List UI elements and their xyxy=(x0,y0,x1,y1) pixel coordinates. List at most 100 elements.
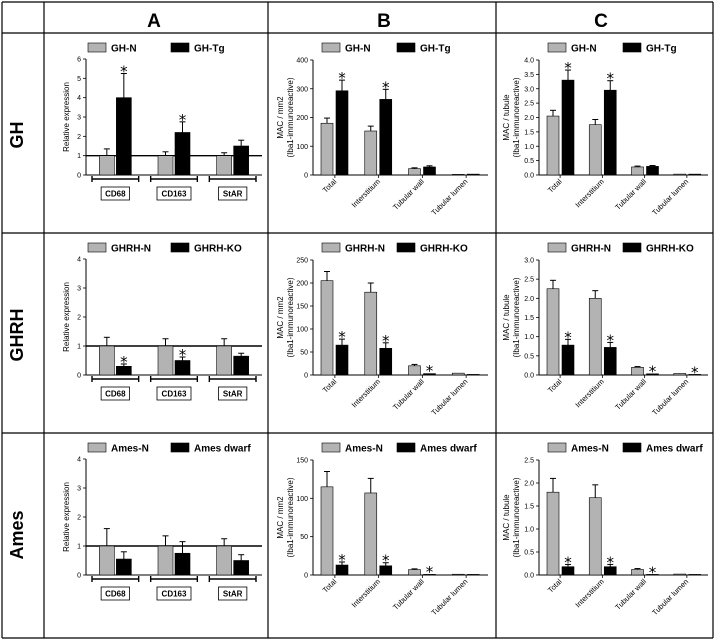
y-tick-label: 0 xyxy=(77,573,81,580)
bar xyxy=(157,545,174,576)
legend-label-control: GH-N xyxy=(345,44,371,55)
y-tick-label: 2.0 xyxy=(524,481,534,488)
y-tick-label: 0 xyxy=(304,573,308,580)
category-label-box xyxy=(218,586,248,601)
chart-legend: Ames-N Ames dwarf xyxy=(321,442,477,455)
legend-swatch-treated xyxy=(396,42,416,53)
bar xyxy=(451,372,465,376)
legend-swatch-treated xyxy=(396,242,416,253)
y-tick-label: 200 xyxy=(296,115,308,122)
y-axis-label-secondary: (Iba1-immunoreactive) xyxy=(286,77,295,157)
significance-marker: * xyxy=(382,78,390,96)
bar xyxy=(603,89,617,176)
bar xyxy=(216,155,232,176)
y-axis-label: Relative expression xyxy=(62,82,71,152)
legend-swatch-treated xyxy=(396,442,416,453)
category-label: Interstitium xyxy=(350,577,382,609)
category-label: Tubular wall xyxy=(613,177,648,212)
bar xyxy=(546,491,560,576)
bar xyxy=(631,166,644,176)
bar xyxy=(408,365,421,376)
bar xyxy=(688,374,702,376)
bar xyxy=(233,560,249,576)
y-tick-label: 3 xyxy=(77,486,81,493)
bar xyxy=(588,124,602,176)
significance-marker: * xyxy=(338,551,346,569)
y-tick-label: 2.0 xyxy=(524,296,534,303)
y-axis-label: Relative expression xyxy=(62,482,71,552)
category-label-box xyxy=(100,186,130,201)
significance-marker: * xyxy=(691,363,699,381)
category-label: Tubular wall xyxy=(613,377,648,412)
legend-label-control: GH-N xyxy=(111,44,137,55)
category-label: Tubular lumen xyxy=(429,177,469,217)
y-tick-label: 150 xyxy=(296,304,308,311)
significance-marker: * xyxy=(426,563,434,581)
y-tick-label: 4 xyxy=(77,95,81,102)
y-tick-label: 50 xyxy=(300,534,308,541)
significance-marker: * xyxy=(607,331,615,349)
category-label: StAR xyxy=(223,590,243,599)
y-tick-label: 4 xyxy=(77,457,81,464)
bar xyxy=(451,174,465,176)
y-tick-label: 0.0 xyxy=(524,573,534,580)
category-label-box xyxy=(100,386,130,401)
legend-label-control: Ames-N xyxy=(571,444,609,455)
legend-swatch-treated xyxy=(170,42,190,53)
bar xyxy=(379,348,393,376)
category-label: Tubular lumen xyxy=(650,177,690,217)
legend-label-treated: Ames dwarf xyxy=(420,444,477,455)
category-label: Interstitium xyxy=(573,377,605,409)
chart-panel: Ames-N Ames dwarf 0 1 2 3 4 Relative expression… xyxy=(62,442,262,601)
legend-label-treated: GH-Tg xyxy=(194,44,225,55)
chart-legend: GH-N GH-Tg xyxy=(87,42,225,55)
category-label: Total xyxy=(321,177,339,195)
y-axis-label: MAC / tubule xyxy=(502,94,511,141)
bar xyxy=(646,373,659,376)
legend-label-treated: GHRH-KO xyxy=(420,244,468,255)
legend-label-control: GHRH-N xyxy=(345,244,385,255)
significance-marker: * xyxy=(607,70,615,88)
bar xyxy=(646,574,659,576)
bar xyxy=(216,545,232,576)
y-tick-label: 1 xyxy=(77,344,81,351)
y-tick-label: 3.5 xyxy=(524,72,534,79)
category-label: CD163 xyxy=(162,390,187,399)
significance-marker: * xyxy=(382,332,390,350)
bar xyxy=(233,145,249,176)
category-label: StAR xyxy=(223,190,243,199)
legend-label-control: GH-N xyxy=(571,44,597,55)
category-label: Total xyxy=(321,577,339,595)
bar xyxy=(423,373,436,376)
bar xyxy=(364,291,378,376)
row-header-gh: GH xyxy=(7,122,27,149)
y-tick-label: 100 xyxy=(296,496,308,503)
y-tick-label: 0 xyxy=(77,173,81,180)
row-header-ames: Ames xyxy=(7,510,27,559)
y-tick-label: 3 xyxy=(77,286,81,293)
bar xyxy=(335,344,349,376)
bar xyxy=(603,347,617,376)
y-tick-label: 150 xyxy=(296,458,308,465)
chart-panel: GHRH-N GHRH-KO 0.0 0.5 1.0 1.5 2.0 2.5 3.0 MAC / … xyxy=(502,242,708,417)
legend-label-treated: GHRH-KO xyxy=(646,244,694,255)
y-tick-label: 200 xyxy=(296,281,308,288)
y-tick-label: 3.0 xyxy=(524,86,534,93)
category-label: Tubular wall xyxy=(391,177,426,212)
bar xyxy=(379,99,393,176)
chart-panel: GHRH-N GHRH-KO 0 1 2 3 4 Relative expression * CD… xyxy=(62,242,262,401)
category-label: Total xyxy=(546,377,564,395)
y-tick-label: 3 xyxy=(77,115,81,122)
category-label: Tubular wall xyxy=(391,377,426,412)
y-tick-label: 2 xyxy=(77,315,81,322)
category-label: Interstitium xyxy=(573,177,605,209)
category-label: Tubular wall xyxy=(613,577,648,612)
significance-marker: * xyxy=(426,362,434,380)
y-tick-label: 2.5 xyxy=(524,277,534,284)
bar xyxy=(466,173,480,176)
bar xyxy=(546,288,560,376)
significance-marker: * xyxy=(120,63,128,81)
legend-label-treated: GH-Tg xyxy=(420,44,451,55)
chart-panel: GH-N GH-Tg 0.0 0.5 1.0 1.5 2.0 2.5 3.0 3.5 4.0 MAC … xyxy=(502,42,708,217)
